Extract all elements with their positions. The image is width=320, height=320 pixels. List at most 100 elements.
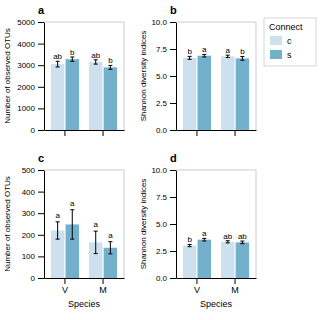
panel: babaab0.02.55.07.510.0VMdShannon diversi… <box>139 152 257 309</box>
y-tick-label: 7.5 <box>156 193 168 202</box>
x-tick-mark <box>103 278 104 284</box>
error-bar-cap <box>70 61 74 62</box>
frame-line <box>176 22 256 23</box>
y-tick: 10.0 <box>151 166 176 175</box>
y-tick-label: 2000 <box>17 83 35 92</box>
bar <box>66 59 79 130</box>
y-tick-label: 2.5 <box>156 99 168 108</box>
y-tick-mark <box>38 256 44 257</box>
error-bar-stem <box>95 231 96 253</box>
y-axis-title: Shannon diversity indices <box>139 179 148 270</box>
panel-title: d <box>170 152 177 164</box>
x-axis-title: Species <box>68 299 101 309</box>
bar <box>236 58 249 130</box>
y-tick: 4000 <box>17 40 44 49</box>
error-bar-cap <box>56 239 60 240</box>
error-bar-stem <box>95 60 96 64</box>
error-bar <box>226 55 230 57</box>
y-tick: 400 <box>22 188 44 197</box>
y-axis-line <box>176 171 177 279</box>
x-tick: M <box>231 278 239 295</box>
y-axis: 0.02.55.07.510.0 <box>151 18 176 135</box>
x-tick-mark <box>64 130 65 136</box>
plot-area <box>51 57 117 130</box>
error-bar-cap <box>202 240 206 241</box>
y-tick-mark <box>38 44 44 45</box>
x-tick-mark <box>196 130 197 136</box>
error-bar-stem <box>72 210 73 239</box>
bar <box>198 240 211 278</box>
error-bar <box>188 245 192 247</box>
x-axis-line <box>177 278 257 279</box>
y-axis-title: Number of observed OTUs <box>3 176 12 272</box>
y-axis-title: Shannon diversity indices <box>139 31 148 122</box>
y-tick-label: 3000 <box>17 61 35 70</box>
frame-line <box>44 22 124 23</box>
y-tick-mark <box>38 235 44 236</box>
y-tick-mark <box>170 278 176 279</box>
panel: ababbb010002000300040005000aNumber of ob… <box>3 4 125 136</box>
bar <box>236 242 249 278</box>
panel-title: b <box>170 4 177 16</box>
error-bar-cap <box>226 57 230 58</box>
error-bar <box>202 54 206 57</box>
error-bar-cap <box>188 59 192 60</box>
error-bar-cap <box>94 253 98 254</box>
y-tick: 1000 <box>17 104 44 113</box>
letter-label: a <box>202 45 207 54</box>
error-bar-cap <box>226 242 230 243</box>
x-axis: VM <box>177 278 257 295</box>
panel-title: a <box>38 4 45 16</box>
error-bar-stem <box>57 222 58 239</box>
error-bar <box>94 231 98 253</box>
letter-label: a <box>225 46 230 55</box>
y-tick: 500 <box>22 166 44 175</box>
error-bar-cap <box>188 246 192 247</box>
y-tick: 7.5 <box>156 193 176 202</box>
legend-title: Connect <box>269 22 303 32</box>
y-tick: 0 <box>31 126 44 135</box>
letter-label: b <box>187 235 192 244</box>
error-bar <box>70 57 74 61</box>
x-axis: VM <box>45 278 125 295</box>
y-axis: 0100200300400500 <box>22 166 45 283</box>
y-tick: 5.0 <box>156 220 176 229</box>
y-axis-line <box>44 23 45 131</box>
y-tick-mark <box>38 192 44 193</box>
frame-line <box>256 170 257 278</box>
x-tick-mark <box>235 130 236 136</box>
error-bar-stem <box>242 57 243 61</box>
error-bar-cap <box>240 243 244 244</box>
y-tick-label: 7.5 <box>156 45 168 54</box>
error-bar-stem <box>110 242 111 254</box>
error-bar-cap <box>202 56 206 57</box>
x-tick-label: V <box>194 285 200 295</box>
y-axis-line <box>44 171 45 279</box>
y-tick-label: 5.0 <box>156 220 168 229</box>
plot-area <box>51 210 117 278</box>
y-tick-mark <box>170 49 176 50</box>
frame-line <box>44 170 124 171</box>
y-tick-label: 10.0 <box>151 166 167 175</box>
letter-label: b <box>108 56 113 65</box>
y-tick-label: 500 <box>22 166 36 175</box>
bar <box>221 56 234 130</box>
x-tick-mark <box>196 278 197 284</box>
legend-frame <box>264 18 316 66</box>
frame-line <box>256 22 257 130</box>
bar <box>183 58 196 130</box>
bar <box>51 64 64 130</box>
y-tick-label: 0 <box>31 126 36 135</box>
x-tick-mark <box>235 278 236 284</box>
y-tick: 100 <box>22 252 44 261</box>
y-tick: 2.5 <box>156 247 176 256</box>
panel: aaaa0100200300400500VMcNumber of observe… <box>3 152 125 309</box>
legend-label: s <box>287 50 292 60</box>
letters: baab <box>187 45 245 56</box>
y-tick-label: 200 <box>22 231 36 240</box>
x-tick-mark <box>64 278 65 284</box>
x-axis-line <box>45 130 125 131</box>
y-tick: 200 <box>22 231 44 240</box>
error-bar-cap <box>94 64 98 65</box>
y-tick: 2000 <box>17 83 44 92</box>
